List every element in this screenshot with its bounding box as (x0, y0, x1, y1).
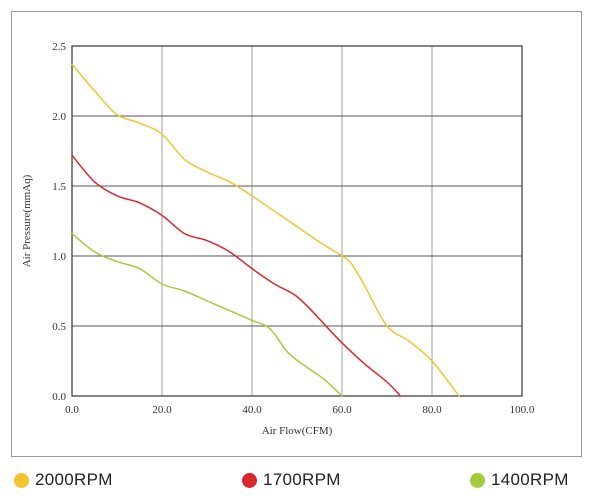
legend: 2000RPM 1700RPM 1400RPM (0, 466, 590, 494)
x-tick-label: 40.0 (242, 404, 262, 416)
legend-label: 1400RPM (491, 470, 569, 489)
chart-frame (11, 11, 582, 457)
y-tick-label: 2.0 (52, 111, 66, 123)
series-lines (71, 63, 460, 397)
x-tick-label: 20.0 (152, 404, 172, 416)
y-tick-labels: 0.0 0.5 1.0 1.5 2.0 2.5 (52, 41, 66, 403)
legend-item-1700rpm: 1700RPM (242, 466, 341, 494)
legend-label: 2000RPM (35, 470, 113, 489)
grid-lines (72, 46, 522, 396)
y-tick-label: 1.5 (52, 181, 66, 193)
legend-marker-1400rpm (470, 472, 485, 488)
plot-border (71, 45, 523, 397)
x-tick-label: 60.0 (332, 404, 352, 416)
series-line-1400rpm (71, 232, 343, 397)
x-tick-labels: 0.0 20.0 40.0 60.0 80.0 100.0 (65, 404, 535, 416)
legend-label: 1700RPM (263, 470, 341, 489)
x-tick-label: 80.0 (422, 404, 442, 416)
line-chart: 0.0 20.0 40.0 60.0 80.0 100.0 0.0 0.5 1.0 1.5 2.0… (21, 41, 535, 437)
x-tick-label: 100.0 (510, 404, 535, 416)
y-tick-label: 0.5 (52, 321, 66, 333)
plot-area-border (71, 45, 523, 397)
y-tick-label: 1.0 (52, 251, 66, 263)
legend-marker-1700rpm (242, 472, 257, 488)
y-axis-title: Air Pressure(mmAq) (21, 174, 33, 267)
y-tick-label: 2.5 (52, 41, 66, 53)
series-line-1700rpm (71, 154, 402, 397)
legend-marker-2000rpm (14, 472, 29, 488)
series-line-2000rpm (71, 63, 460, 397)
x-tick-label: 0.0 (65, 404, 79, 416)
legend-item-1400rpm: 1400RPM (470, 466, 569, 494)
x-axis-title: Air Flow(CFM) (262, 425, 333, 437)
y-tick-label: 0.0 (52, 391, 66, 403)
legend-item-2000rpm: 2000RPM (14, 466, 113, 494)
